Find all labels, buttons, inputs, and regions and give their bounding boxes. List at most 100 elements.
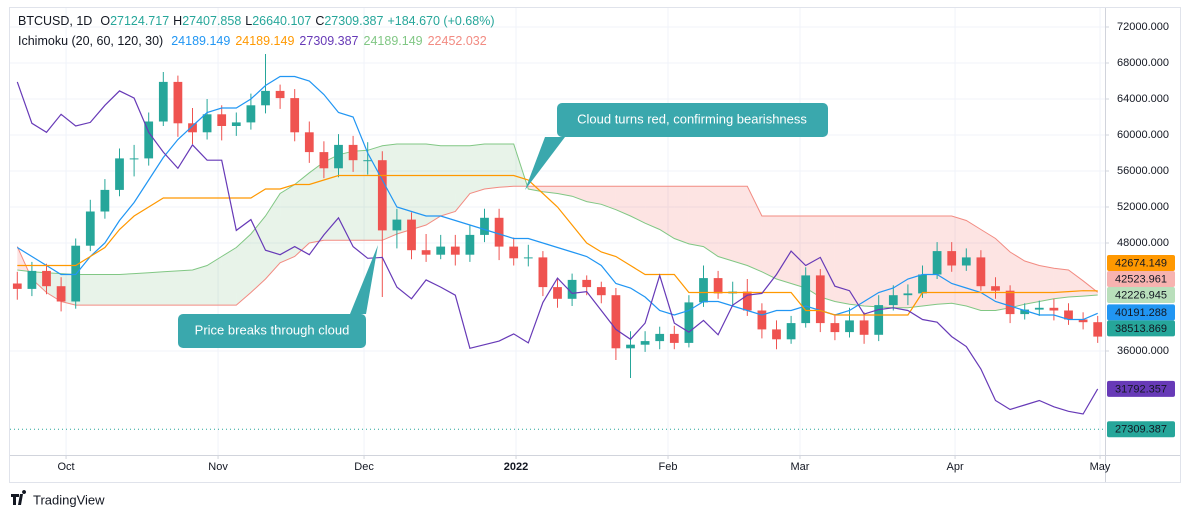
candle-body: [961, 257, 971, 266]
candle-body: [231, 122, 241, 126]
cloud-segment: [148, 271, 164, 306]
cloud-segment: [645, 186, 660, 230]
cloud-segment: [192, 265, 208, 306]
candle-body: [1005, 290, 1015, 315]
cloud-segment: [630, 186, 646, 224]
brand: TradingView: [11, 490, 105, 507]
ohlc-label: L: [245, 14, 252, 28]
change: +184.670 (+0.68%): [387, 14, 494, 28]
price-label-bg: [1107, 421, 1175, 438]
price-label-bg: [1107, 320, 1175, 337]
candle-body: [582, 279, 592, 288]
price-label-bg: [1107, 380, 1175, 397]
candle-body: [918, 274, 927, 294]
brand-name: TradingView: [33, 492, 105, 507]
ichimoku-line: [17, 174, 1098, 316]
candle-body: [947, 251, 957, 266]
indicator-header: Ichimoku (20, 60, 120, 30) 24189.149 24189…: [18, 34, 487, 48]
candle-body: [596, 287, 606, 296]
callout-box: [557, 103, 828, 137]
callout: Price breaks through cloud: [178, 245, 378, 348]
plot: [10, 53, 1105, 430]
candle-body: [275, 90, 285, 99]
price-label: 38513.869: [1115, 323, 1167, 335]
cloud-segment: [265, 193, 281, 279]
ichimoku-line: [16, 75, 1098, 321]
ohlc-label: H: [173, 14, 182, 28]
candle-body: [1034, 307, 1044, 310]
price-label: 31792.357: [1115, 383, 1167, 395]
candle-body: [801, 275, 811, 324]
x-tick-label: 2022: [504, 461, 528, 473]
indicator-value: 24189.149: [235, 34, 294, 48]
candle-body: [56, 286, 66, 302]
cloud-segment: [966, 220, 981, 311]
x-tick-label: Dec: [354, 461, 374, 473]
candle-body: [246, 105, 256, 123]
candle-body: [217, 114, 227, 126]
cloud-segment: [90, 274, 105, 306]
cloud-segment: [747, 186, 762, 272]
candle-body: [12, 283, 22, 289]
cloud-segment: [864, 216, 879, 307]
cloud-segment: [1024, 261, 1040, 305]
cloud-segment: [134, 272, 149, 306]
price-label-bg: [1107, 286, 1175, 303]
ichimoku-line: [16, 81, 1099, 415]
candle-body: [845, 320, 854, 333]
candle-body: [115, 158, 124, 190]
candle-body: [1020, 309, 1030, 315]
candle-body: [815, 275, 825, 324]
y-tick-label: 68000.000: [1117, 57, 1169, 69]
symbol: BTCUSD, 1D: [18, 14, 92, 28]
cloud-segment: [499, 144, 514, 188]
candle-body: [1064, 310, 1073, 320]
candle-body: [407, 219, 416, 251]
cloud-segment: [1039, 265, 1054, 302]
y-tick-label: 56000.000: [1117, 165, 1169, 177]
cloud-segment: [426, 144, 441, 225]
y-tick-label: 64000.000: [1117, 93, 1169, 105]
ohlc-label: O: [100, 14, 110, 28]
y-tick-label: 52000.000: [1117, 201, 1169, 213]
candle-body: [669, 333, 679, 343]
cloud-segment: [718, 186, 733, 261]
callout-pointer: [350, 245, 378, 314]
price-label: 42523.961: [1115, 273, 1167, 285]
cloud-segment: [469, 144, 485, 194]
candle-body: [626, 344, 635, 349]
cloud-segment: [893, 216, 908, 308]
candle-body: [348, 144, 358, 161]
y-tick-label: 48000.000: [1117, 237, 1169, 249]
ohlc-value: 27407.858: [182, 14, 241, 28]
price-label: 42226.945: [1115, 289, 1167, 301]
candle-body: [290, 98, 300, 133]
candle-body: [421, 250, 431, 255]
indicator-value: 24189.149: [364, 34, 423, 48]
y-tick-label: 60000.000: [1117, 129, 1169, 141]
candle-body: [261, 90, 270, 106]
cloud-segment: [937, 216, 952, 305]
symbol-header: BTCUSD, 1D O27124.717 H27407.858 L26640.107…: [18, 14, 494, 28]
candle-body: [494, 217, 504, 247]
candle-body: [27, 270, 37, 289]
candle-body: [772, 329, 781, 340]
candle-body: [377, 160, 387, 231]
x-tick-label: May: [1090, 461, 1111, 473]
cloud-segment: [250, 216, 266, 293]
price-label-bg: [1107, 304, 1175, 321]
candle-body: [480, 217, 489, 235]
candle-body: [932, 251, 942, 275]
candle-body: [304, 132, 314, 153]
x-tick-label: Apr: [946, 461, 963, 473]
indicator-name: Ichimoku (20, 60, 120, 30): [18, 34, 163, 48]
ohlc-value: 27309.387: [324, 14, 383, 28]
cloud-segment: [484, 144, 500, 189]
cloud-segment: [586, 186, 602, 205]
y-tick-label: 72000.000: [1117, 21, 1169, 33]
ohlc-label: C: [315, 14, 324, 28]
indicator-value: 24189.149: [171, 34, 230, 48]
candle-body: [976, 257, 986, 287]
candle-body: [319, 152, 329, 169]
cloud-segment: [674, 186, 689, 244]
